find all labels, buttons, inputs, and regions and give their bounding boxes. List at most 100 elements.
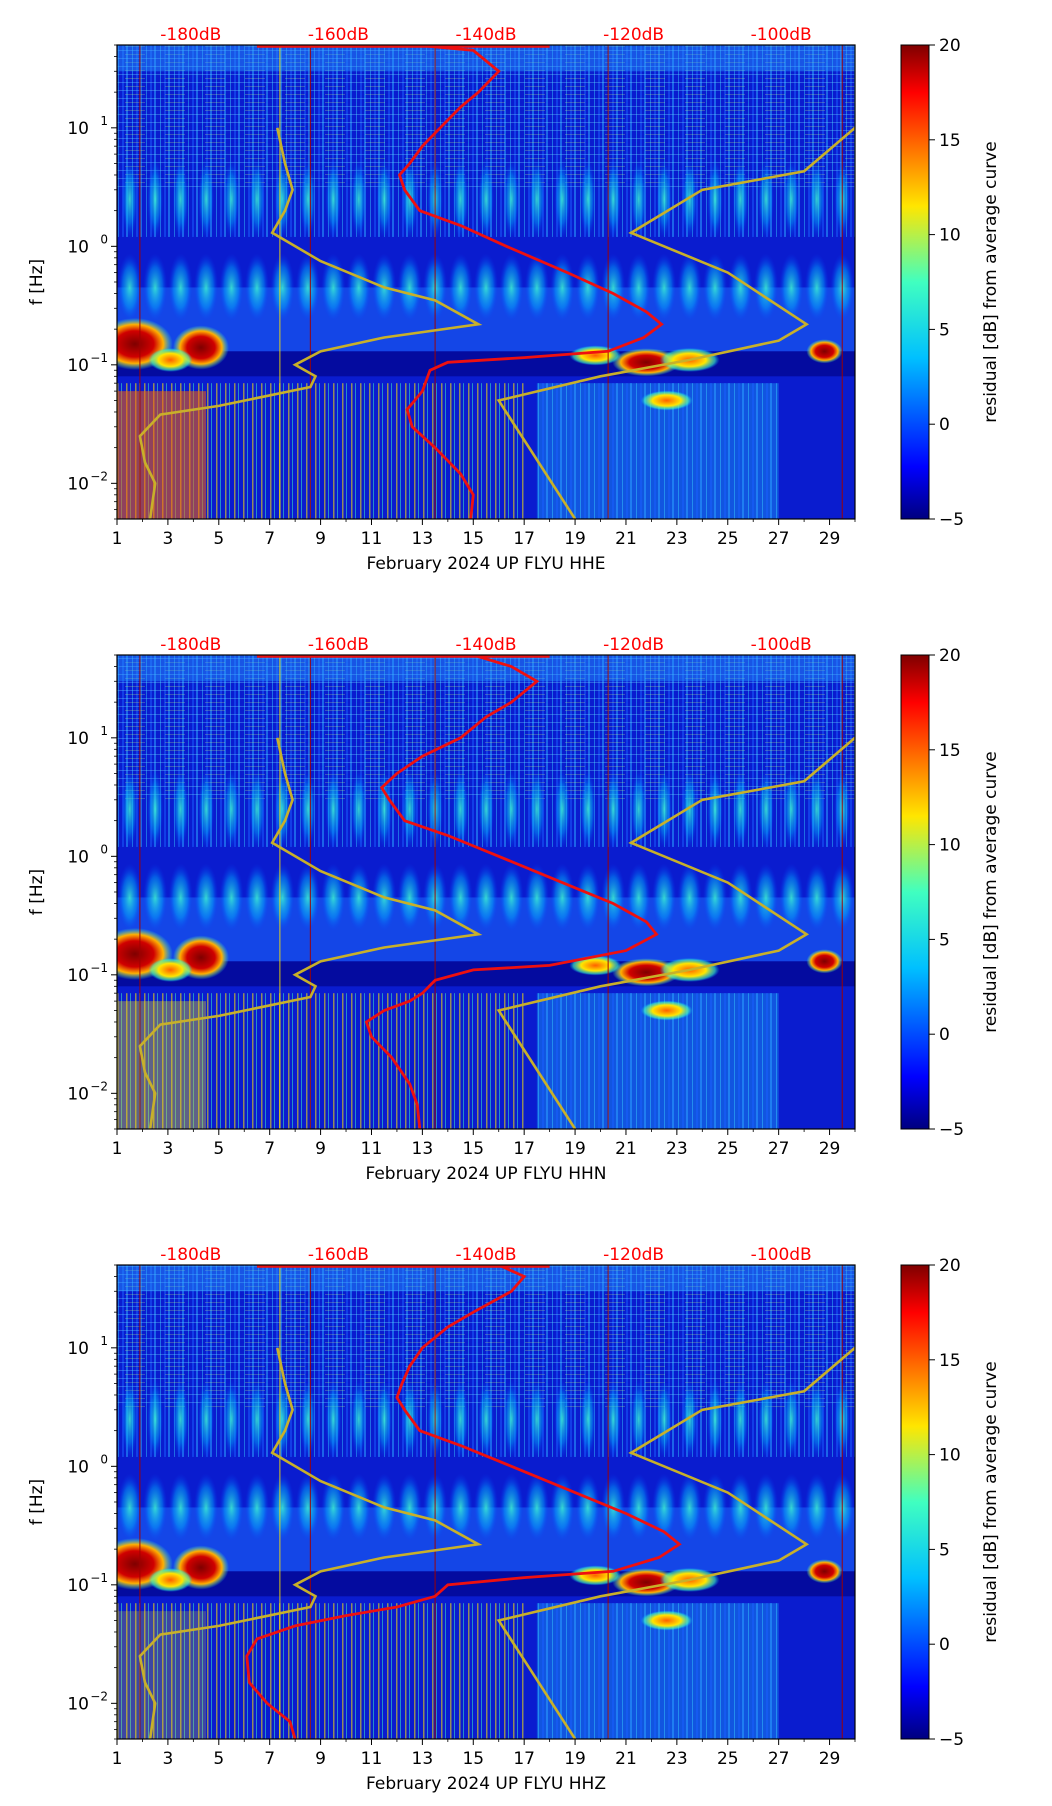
- y-tick-label: 10: [67, 729, 89, 749]
- daily-plume-hf: [350, 159, 367, 240]
- mean-psd-line: [397, 45, 664, 519]
- daily-plume: [677, 863, 702, 932]
- daily-plume: [524, 863, 549, 932]
- y-tick-exponent: −2: [90, 1079, 108, 1093]
- daily-plume: [652, 1473, 677, 1542]
- x-tick-label: 21: [615, 1749, 637, 1769]
- daily-plume: [448, 253, 473, 322]
- x-tick-label: 5: [213, 529, 224, 549]
- db-label: -160dB: [308, 635, 369, 655]
- daily-plume-hf: [656, 1379, 673, 1460]
- spectrogram-body: [117, 45, 855, 519]
- daily-plume-hf: [248, 1379, 265, 1460]
- daily-plume-hf: [554, 769, 571, 850]
- daily-plume: [346, 253, 371, 322]
- x-tick-label: 17: [513, 1749, 535, 1769]
- x-tick-label: 19: [564, 1749, 586, 1769]
- daily-plume-hf: [630, 1379, 647, 1460]
- daily-plume-hf: [198, 1379, 215, 1460]
- y-tick-label: 10: [67, 1084, 89, 1104]
- x-tick-label: 19: [564, 1139, 586, 1159]
- daily-plume-hf: [732, 769, 749, 850]
- y-tick-label: 10: [67, 237, 89, 257]
- daily-plume-hf: [198, 159, 215, 240]
- daily-plume: [550, 863, 575, 932]
- x-tick-label: 7: [264, 1139, 275, 1159]
- daily-plume-hf: [681, 1379, 698, 1460]
- daily-plume: [499, 863, 524, 932]
- daily-plume: [295, 253, 320, 322]
- daily-plume-hf: [121, 159, 138, 240]
- mean-psd-line: [245, 1265, 682, 1739]
- x-tick-label: 13: [412, 1139, 434, 1159]
- daily-plume-hf: [401, 1379, 418, 1460]
- daily-plume-hf: [325, 769, 342, 850]
- x-tick-label: 27: [768, 1749, 790, 1769]
- colorbar: −5 0 5 10 15 20 residual [dB] from average cur…: [900, 646, 1001, 1140]
- colorbar-tick-label: −5: [939, 1730, 964, 1750]
- high-noise-model-line: [496, 126, 855, 519]
- daily-plume-hf: [325, 159, 342, 240]
- x-tick-label: 15: [462, 1749, 484, 1769]
- daily-plume: [117, 253, 142, 322]
- x-tick-label: 3: [162, 529, 173, 549]
- db-label: -120dB: [603, 1245, 664, 1265]
- colorbar-tick-label: 0: [939, 1635, 950, 1655]
- daily-plume-hf: [478, 159, 494, 240]
- daily-plume-hf: [223, 1379, 240, 1460]
- y-axis-title: f [Hz]: [27, 259, 47, 305]
- quiet-band: [117, 351, 855, 377]
- colorbar-tick-label: −5: [939, 1120, 964, 1140]
- daily-plume-hf: [299, 159, 316, 240]
- db-label: -160dB: [308, 1245, 369, 1265]
- x-tick-label: 1: [112, 1749, 123, 1769]
- x-tick-label: 1: [112, 1139, 123, 1159]
- y-tick-label: 10: [67, 356, 89, 376]
- daily-plume-hf: [223, 769, 240, 850]
- colorbar: −5 0 5 10 15 20 residual [dB] from average cur…: [900, 36, 1001, 530]
- daily-plume: [270, 253, 295, 322]
- daily-plume-hf: [248, 159, 265, 240]
- daily-plume-hf: [401, 159, 418, 240]
- daily-plume-hf: [274, 159, 291, 240]
- daily-plume: [779, 253, 804, 322]
- colorbar-tick-label: −5: [939, 510, 964, 530]
- daily-plume-hf: [121, 1379, 138, 1460]
- daily-plume: [143, 863, 168, 932]
- daily-plume-hf: [376, 769, 393, 850]
- db-scale: -180dB -160dB -140dB -120dB -100dB: [160, 635, 811, 655]
- daily-plume-hf: [528, 1379, 545, 1460]
- colorbar-tick-label: 20: [939, 646, 961, 666]
- daily-plume: [244, 253, 269, 322]
- x-tick-label: 1: [112, 529, 123, 549]
- daily-plume-hf: [808, 769, 825, 850]
- daily-plume-hf: [605, 1379, 622, 1460]
- daily-plume-hf: [147, 769, 164, 850]
- daily-plume: [168, 1473, 193, 1542]
- daily-plume: [270, 1473, 295, 1542]
- y-tick-exponent: −1: [90, 351, 108, 365]
- colorbar-tick-label: 10: [939, 226, 961, 246]
- daily-plume: [753, 863, 778, 932]
- daily-plume-hf: [274, 769, 291, 850]
- db-scale: -180dB -160dB -140dB -120dB -100dB: [160, 25, 811, 45]
- x-tick-label: 11: [361, 1749, 383, 1769]
- event-blob-4: [640, 1610, 693, 1631]
- y-axis-title: f [Hz]: [27, 869, 47, 915]
- daily-plume: [168, 863, 193, 932]
- daily-plume-hf: [299, 1379, 316, 1460]
- colorbar: −5 0 5 10 15 20 residual [dB] from average cur…: [900, 1256, 1001, 1750]
- x-tick-label: 7: [264, 1749, 275, 1769]
- db-scale: -180dB -160dB -140dB -120dB -100dB: [160, 1245, 811, 1265]
- daily-plume: [474, 253, 498, 322]
- x-tick-label: 5: [213, 1139, 224, 1159]
- daily-plume: [677, 253, 702, 322]
- colorbar-title: residual [dB] from average curve: [981, 1361, 1001, 1642]
- colorbar-gradient: [900, 654, 930, 1130]
- spectrogram: [117, 1265, 855, 1739]
- daily-plume: [397, 863, 422, 932]
